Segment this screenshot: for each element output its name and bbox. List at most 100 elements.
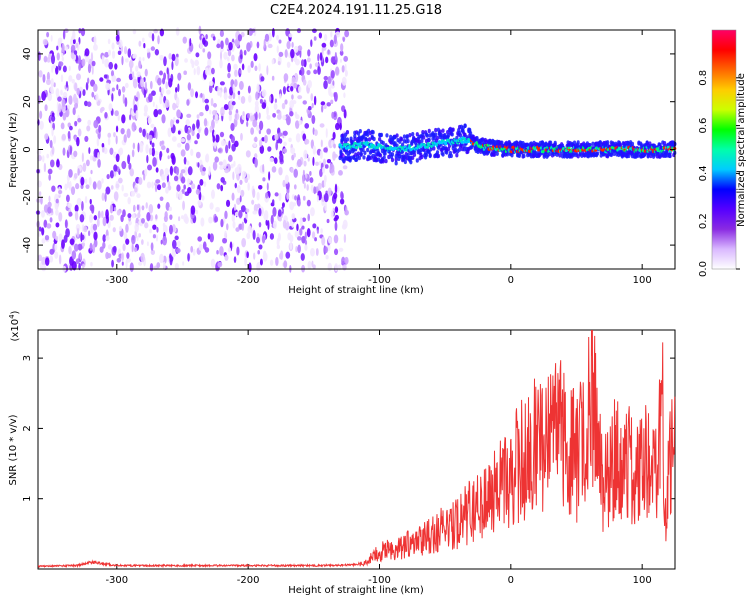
heatmap-cell <box>165 81 168 90</box>
heatmap-cell <box>87 63 92 74</box>
heatmap-cell <box>299 70 302 76</box>
heatmap-cell <box>227 62 231 73</box>
heatmap-cell <box>174 263 179 270</box>
heatmap-cell <box>299 228 303 236</box>
heatmap-cell <box>175 87 178 93</box>
heatmap-cell <box>110 185 114 190</box>
heatmap-cell <box>321 236 326 246</box>
colorbar-tick-label: 0.8 <box>698 70 709 86</box>
heatmap-cell <box>217 148 222 153</box>
heatmap-cell <box>282 148 288 154</box>
heatmap-cell <box>312 145 316 155</box>
heatmap-cell <box>355 145 359 150</box>
heatmap-cell <box>197 236 203 242</box>
heatmap-cell <box>173 175 179 182</box>
heatmap-cell <box>104 51 109 58</box>
heatmap-cell <box>159 54 164 61</box>
heatmap-cell <box>240 54 243 60</box>
heatmap-cell <box>43 55 48 63</box>
heatmap-cell <box>186 99 190 106</box>
snr-scale-exponent: 4 <box>8 314 16 319</box>
heatmap-cell <box>209 233 214 243</box>
heatmap-cell <box>428 153 432 159</box>
heatmap-cell <box>367 137 372 142</box>
heatmap-cell <box>325 56 329 64</box>
heatmap-cell <box>58 211 63 222</box>
heatmap-cell <box>420 138 424 144</box>
heatmap-cell <box>381 159 385 164</box>
heatmap-cell <box>92 243 96 254</box>
heatmap-cell <box>402 134 407 139</box>
heatmap-cell <box>191 128 195 137</box>
heatmap-cell <box>299 217 303 227</box>
heatmap-cell <box>48 173 52 181</box>
heatmap-cell <box>172 102 177 111</box>
heatmap-cell <box>337 264 342 271</box>
heatmap-x-tick-label: -200 <box>237 275 260 286</box>
heatmap-cell <box>233 256 237 263</box>
heatmap-cell <box>345 70 348 77</box>
heatmap-y-ticks: -40 -20 0 20 40 <box>22 48 675 253</box>
heatmap-cell <box>317 53 320 62</box>
heatmap-cell <box>41 227 45 236</box>
heatmap-cell <box>174 56 179 67</box>
heatmap-y-tick-label: -20 <box>22 189 33 205</box>
heatmap-cell <box>329 163 335 174</box>
heatmap-cell <box>104 112 108 119</box>
heatmap-cell <box>42 74 46 83</box>
heatmap-cell <box>434 132 438 137</box>
heatmap-cell <box>298 120 303 125</box>
heatmap-cell <box>39 120 44 130</box>
heatmap-cell <box>60 122 65 130</box>
heatmap-cell <box>171 53 176 62</box>
heatmap-cell <box>191 60 195 69</box>
heatmap-cell <box>115 153 120 163</box>
heatmap-cell <box>458 133 463 138</box>
heatmap-cell <box>217 261 223 268</box>
heatmap-cell <box>109 204 114 214</box>
heatmap-cell <box>40 196 43 205</box>
heatmap-cell <box>73 50 78 55</box>
heatmap-cell <box>460 140 464 144</box>
heatmap-cell <box>176 240 181 248</box>
heatmap-cell <box>186 113 192 118</box>
heatmap-cell <box>118 147 124 156</box>
heatmap-cell <box>204 98 210 104</box>
heatmap-cell <box>222 237 228 244</box>
heatmap-y-tick-label: -40 <box>22 237 33 253</box>
heatmap-cell <box>199 178 204 186</box>
heatmap-cell <box>62 147 66 156</box>
heatmap-cell <box>293 168 298 178</box>
heatmap-cell <box>111 87 115 92</box>
heatmap-cell <box>558 153 562 158</box>
heatmap-cell <box>553 140 557 146</box>
heatmap-cell <box>311 231 316 239</box>
heatmap-cell <box>58 233 63 242</box>
heatmap-cell <box>55 87 60 98</box>
heatmap-cell <box>227 247 232 253</box>
heatmap-cell <box>203 181 207 188</box>
heatmap-cell <box>306 228 311 238</box>
heatmap-cell <box>286 192 290 200</box>
heatmap-cell <box>58 190 63 195</box>
heatmap-cell <box>144 81 148 91</box>
heatmap-cell <box>118 225 122 232</box>
heatmap-cell <box>276 109 281 114</box>
snr-panel: -300 -200 -100 0 100 1 2 3 Height of straight l… <box>8 310 676 596</box>
heatmap-cell <box>169 119 174 128</box>
heatmap-cell <box>41 238 46 244</box>
heatmap-cell <box>265 192 269 199</box>
heatmap-cell <box>282 179 286 188</box>
heatmap-cell <box>294 111 298 118</box>
heatmap-cell <box>147 116 152 125</box>
heatmap-cell <box>195 188 200 195</box>
heatmap-cell <box>68 65 71 72</box>
heatmap-cell <box>330 99 334 105</box>
heatmap-cell <box>342 158 346 164</box>
heatmap-cell <box>232 92 236 100</box>
heatmap-cell <box>50 34 53 42</box>
heatmap-x-ticks: -300 -200 -100 0 100 <box>105 30 652 286</box>
heatmap-cell <box>89 242 93 252</box>
heatmap-cell <box>330 92 334 98</box>
heatmap-cell <box>210 98 214 107</box>
